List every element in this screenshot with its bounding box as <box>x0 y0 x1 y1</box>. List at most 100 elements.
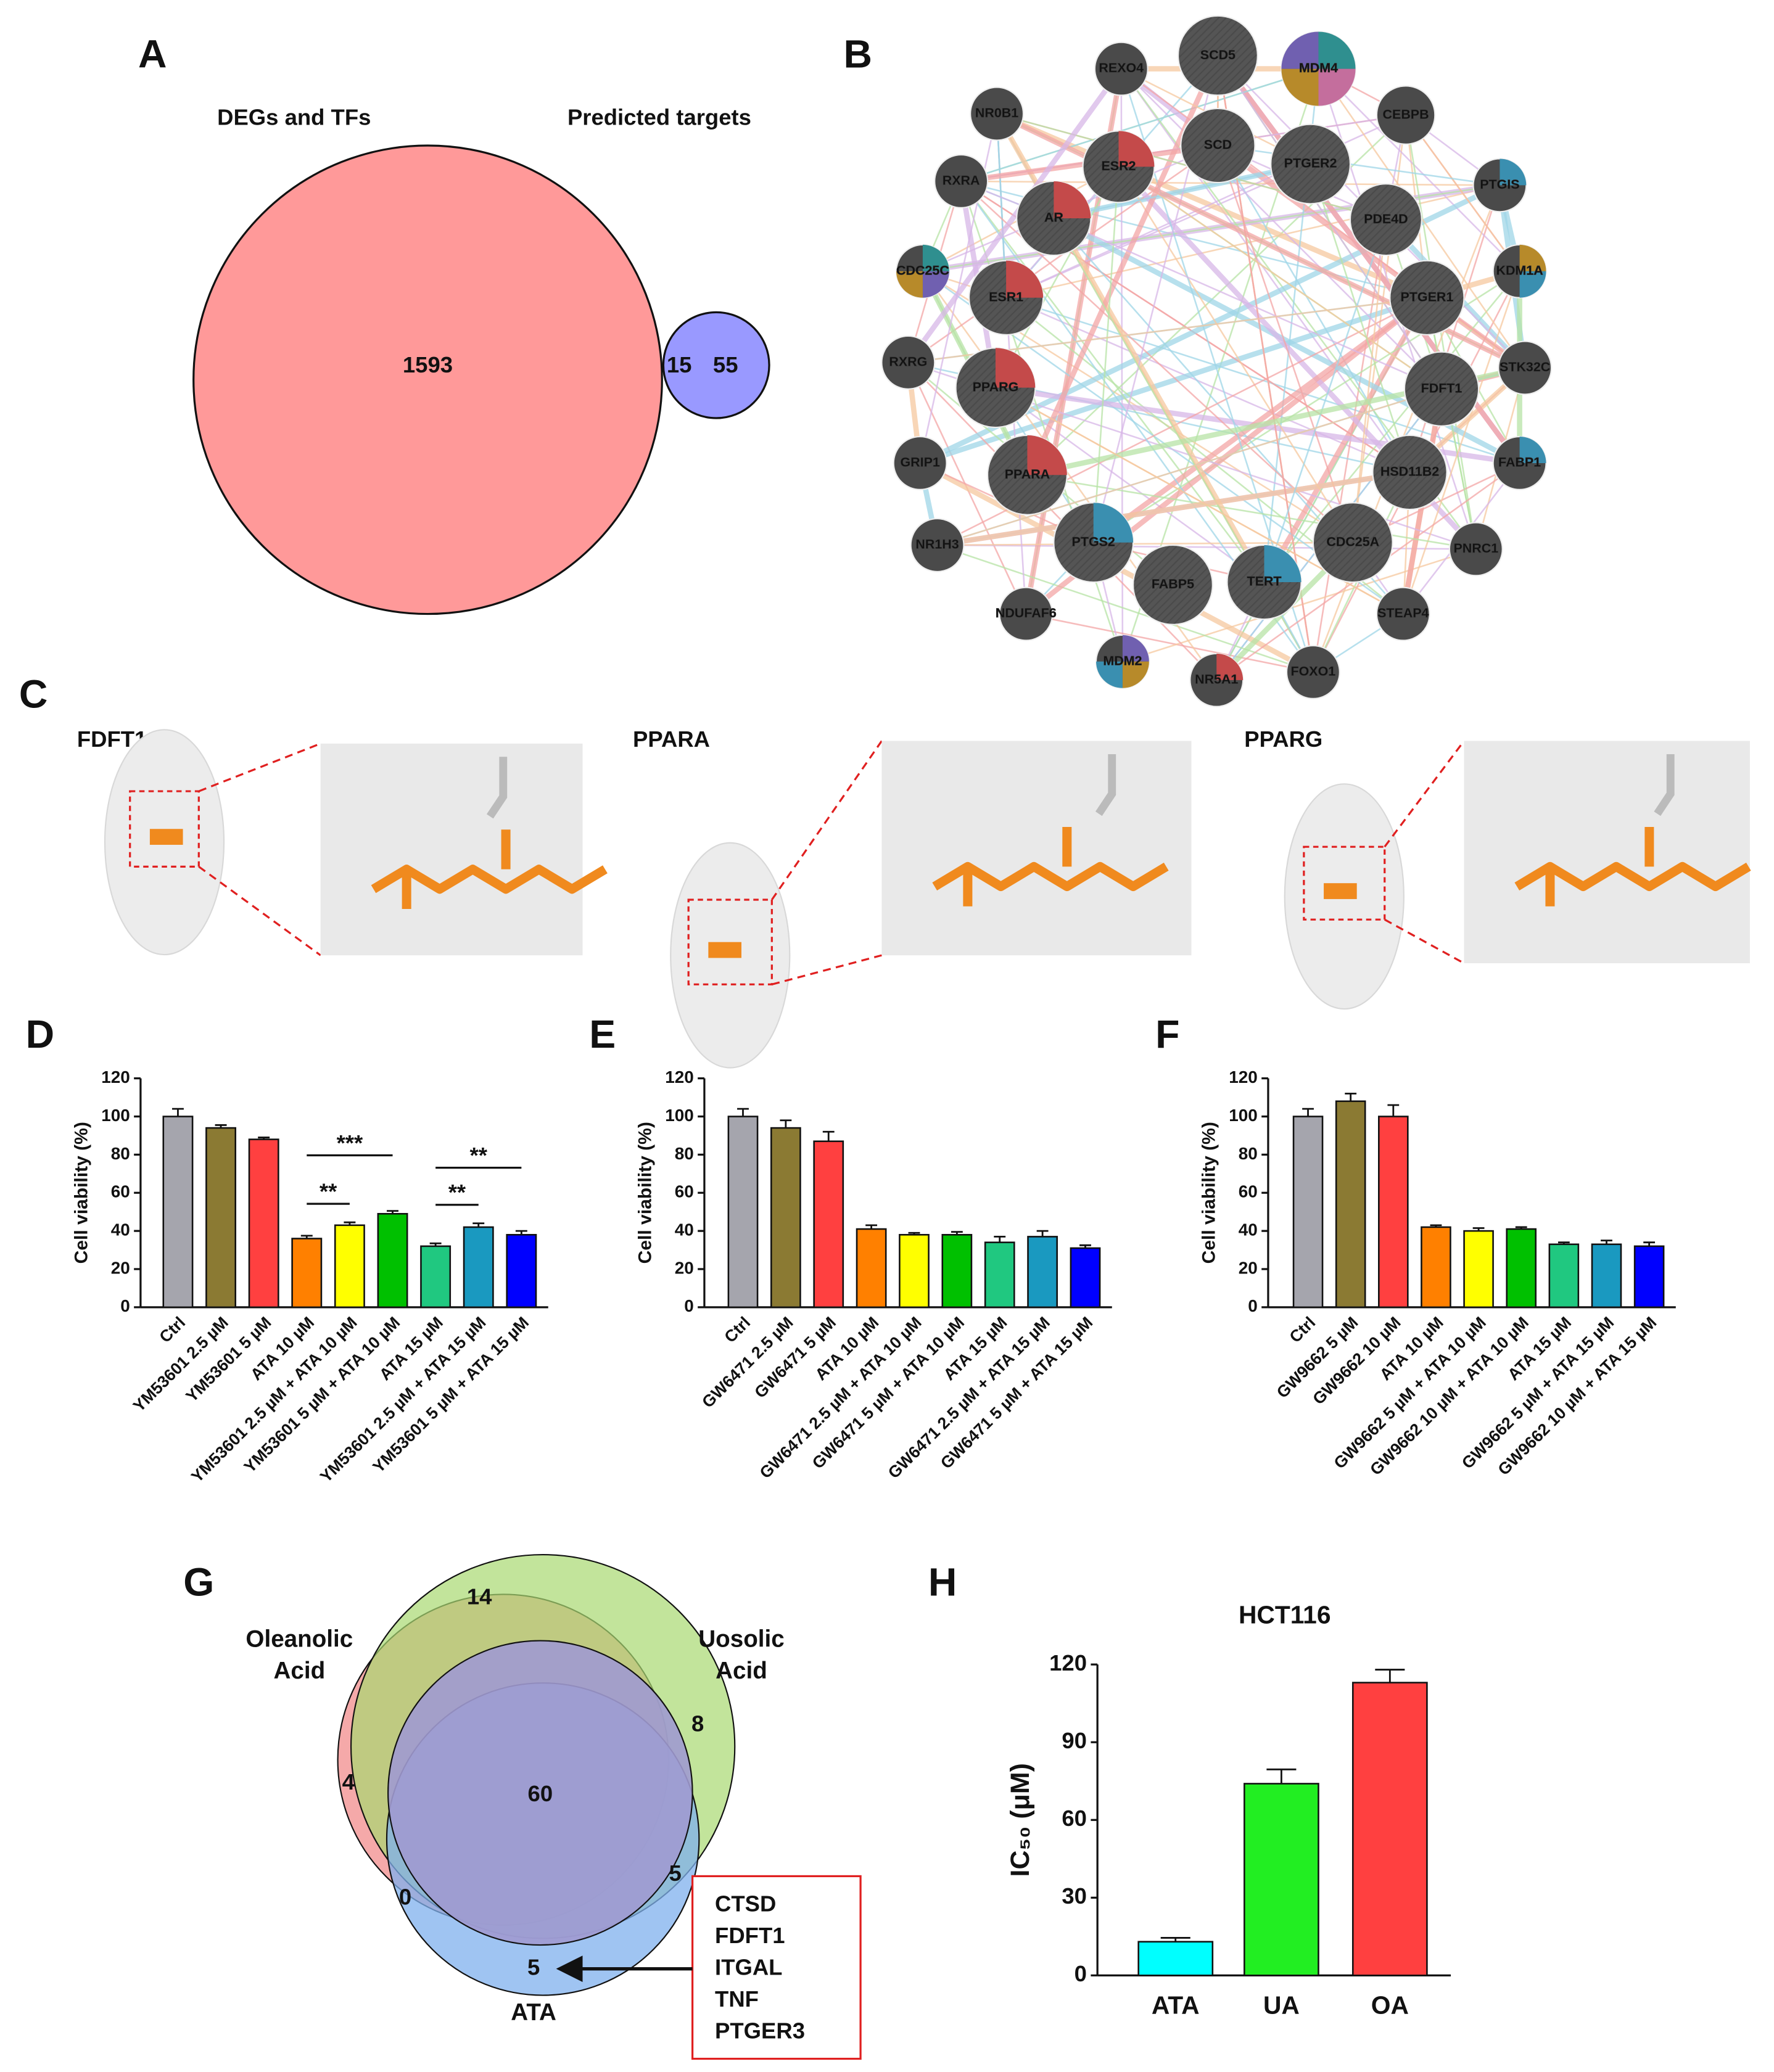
node-wedge <box>1118 131 1155 167</box>
network-node <box>1376 85 1436 145</box>
bar <box>377 1212 408 1309</box>
set-label: Acid <box>716 1658 767 1684</box>
network-node <box>1372 434 1448 511</box>
error-bar <box>780 1119 792 1128</box>
panel-label: D <box>26 1012 54 1056</box>
node-wedge <box>1500 158 1527 186</box>
ligand-sticks <box>932 826 1169 906</box>
network-node <box>1403 351 1480 427</box>
network-edge <box>1402 271 1520 614</box>
node-wedge <box>1281 31 1319 69</box>
node-label: SCD5 <box>1200 47 1236 62</box>
node-wedge <box>1054 181 1091 219</box>
venn-set <box>192 144 663 615</box>
node-label: MDM4 <box>1299 60 1338 75</box>
y-tick-label: 0 <box>1075 1961 1087 1986</box>
node-label: ESR1 <box>989 289 1023 304</box>
error-bar <box>472 1222 485 1227</box>
error-bar <box>258 1137 270 1140</box>
y-tick-label: 100 <box>1229 1106 1258 1125</box>
y-tick-label: 120 <box>1049 1650 1087 1675</box>
network-edge <box>1409 184 1501 473</box>
y-tick-label: 0 <box>120 1296 130 1315</box>
network-node <box>893 435 947 490</box>
node-label: FDFT1 <box>1421 380 1463 395</box>
network-edge <box>1026 613 1314 673</box>
network-edge <box>1120 68 1442 390</box>
zoom-line <box>771 740 883 900</box>
panel-label: C <box>19 672 47 717</box>
bar <box>1335 1100 1366 1309</box>
network-edge <box>1118 166 1442 390</box>
ligand-sticks <box>371 829 608 910</box>
error-bar <box>1472 1227 1485 1231</box>
node-label: CDC25A <box>1326 534 1379 549</box>
residue-sticks <box>1654 754 1675 816</box>
node-label: AR <box>1044 210 1063 225</box>
region-count: 0 <box>399 1885 411 1910</box>
network-edge <box>906 67 1124 364</box>
node-wedge <box>1519 244 1546 271</box>
network-node <box>1094 41 1149 96</box>
network-node <box>1312 502 1393 583</box>
node-label: STK32C <box>1500 360 1550 374</box>
venn-center <box>387 1640 693 1946</box>
network-edge <box>937 541 1353 546</box>
zoom-box <box>1303 845 1386 921</box>
y-tick-label: 40 <box>675 1220 694 1239</box>
y-tick-label: 120 <box>665 1067 694 1087</box>
network-edge <box>1053 217 1442 390</box>
x-tick-label: UA <box>1263 1991 1300 2020</box>
zoom-line <box>1384 740 1465 848</box>
error-bar <box>429 1242 442 1246</box>
node-label: PTGER2 <box>1284 156 1337 171</box>
error-bar <box>387 1210 398 1214</box>
node-wedge <box>1519 437 1546 463</box>
significance-label: ** <box>320 1179 337 1204</box>
network-node <box>1376 586 1430 641</box>
gene-name: ITGAL <box>715 1954 782 1980</box>
y-tick-label: 60 <box>1062 1806 1087 1831</box>
network-edge <box>1405 114 1520 272</box>
zoom-panel <box>1464 741 1750 963</box>
node-label: NR5A1 <box>1195 672 1238 687</box>
y-axis-label: Cell viability (%) <box>1198 1122 1219 1264</box>
x-tick-label: ATA <box>1152 1991 1200 2020</box>
y-axis-label: IC₅₀ (μM) <box>1005 1763 1035 1877</box>
zoom-box <box>687 898 773 985</box>
bar <box>162 1116 194 1309</box>
bar <box>813 1140 844 1309</box>
network-edge <box>1118 166 1354 543</box>
chart-title: HCT116 <box>1239 1601 1331 1629</box>
node-label: CDC25C <box>896 263 949 278</box>
error-bar <box>1515 1226 1527 1230</box>
y-tick-label: 90 <box>1062 1728 1087 1753</box>
bar <box>291 1238 323 1309</box>
error-bar <box>822 1130 835 1141</box>
significance-label: ** <box>448 1180 466 1205</box>
error-bar <box>865 1224 878 1230</box>
target-label: PPARA <box>633 726 710 752</box>
region-count: 14 <box>467 1584 492 1610</box>
node-label: PTGIS <box>1480 177 1519 192</box>
node-label: FOXO1 <box>1291 664 1336 679</box>
network-edge <box>1263 271 1520 583</box>
y-tick-label: 30 <box>1062 1883 1087 1909</box>
bar <box>334 1224 365 1309</box>
node-label: FABP1 <box>1498 455 1541 470</box>
bar <box>1351 1682 1428 1976</box>
region-count: 5 <box>669 1860 682 1886</box>
bar <box>1292 1116 1324 1309</box>
y-tick-label: 80 <box>1239 1144 1258 1163</box>
gene-name: CTSD <box>715 1891 776 1916</box>
bar <box>1591 1243 1622 1309</box>
bar <box>1421 1226 1451 1309</box>
error-bar <box>344 1221 356 1225</box>
node-wedge <box>1216 653 1244 680</box>
gene-box <box>691 1875 862 2060</box>
node-wedge <box>1318 68 1356 106</box>
error-bar <box>215 1124 227 1128</box>
gene-name: TNF <box>715 1986 759 2012</box>
significance-label: ** <box>470 1143 488 1168</box>
